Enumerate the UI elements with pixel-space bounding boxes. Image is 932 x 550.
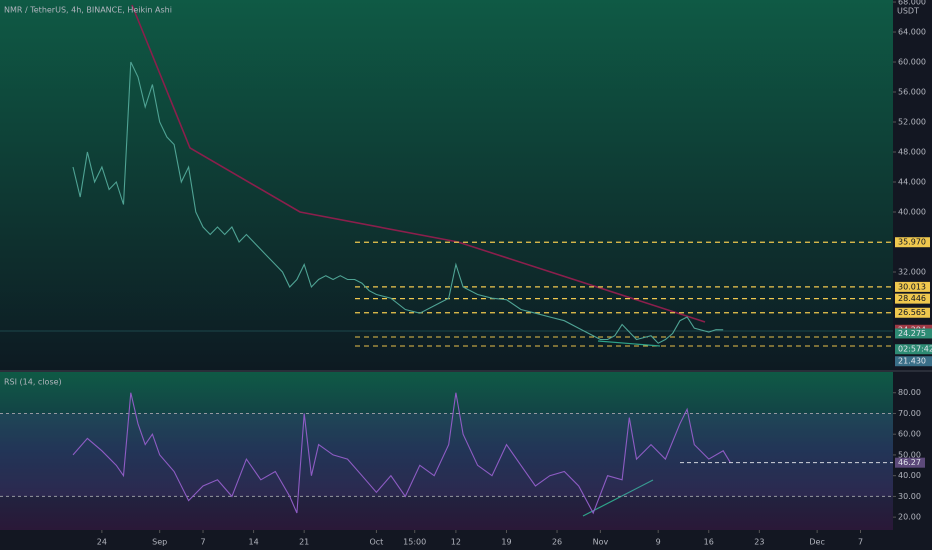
y-tick-label: 30.00 [898, 492, 921, 501]
y-tick-label: 56.000 [898, 88, 926, 97]
price-label-box [895, 328, 932, 339]
rsi-value-label: 46.27 [898, 458, 921, 467]
x-tick-label: Dec [809, 538, 824, 547]
y-tick-label: 68.000 [898, 0, 926, 7]
x-tick-label: 9 [656, 538, 661, 547]
x-tick-label: Nov [593, 538, 609, 547]
y-tick-label: 64.000 [898, 28, 926, 37]
x-tick-label: Oct [369, 538, 383, 547]
x-tick-label: 15:00 [403, 538, 426, 547]
y-tick-label: 44.000 [898, 178, 926, 187]
x-tick-label: 19 [501, 538, 511, 547]
y-tick-label: 80.00 [898, 388, 921, 397]
price-label: 21.430 [898, 357, 926, 366]
level-label-box [895, 293, 930, 304]
level-label: 30.013 [898, 282, 926, 291]
series-line [72, 61, 724, 344]
chart-title: NMR / TetherUS, 4h, BINANCE, Heikin Ashi [4, 6, 172, 15]
x-tick-label: 16 [704, 538, 714, 547]
unit-label: USDT [897, 7, 919, 16]
y-tick-label: 52.000 [898, 118, 926, 127]
level-label-box [895, 237, 930, 248]
x-tick-label: 7 [200, 538, 205, 547]
rsi-pane [0, 372, 893, 530]
level-label: 35.970 [898, 238, 926, 247]
x-tick-label: 12 [451, 538, 461, 547]
y-tick-label: 32.000 [898, 267, 926, 276]
level-label-box [895, 307, 930, 318]
price-label: 24.275 [898, 329, 926, 338]
y-tick-label: 48.000 [898, 148, 926, 157]
rsi-band [0, 413, 893, 497]
y-tick-label: 60.00 [898, 430, 921, 439]
rsi-title: RSI (14, close) [4, 378, 62, 387]
y-tick-label: 70.00 [898, 409, 921, 418]
series-line [72, 392, 731, 515]
y-tick-label: 60.000 [898, 58, 926, 67]
x-tick-label: 26 [552, 538, 562, 547]
x-tick-label: Sep [152, 538, 167, 547]
x-tick-label: 24 [97, 538, 107, 547]
price-label-box [895, 344, 932, 355]
price-label: 02:57:42 [898, 345, 932, 354]
y-tick-label: 50.00 [898, 450, 921, 459]
level-label-box [895, 281, 930, 292]
divergence-line [597, 340, 661, 347]
price-pane [0, 0, 893, 370]
x-tick-label: 23 [754, 538, 764, 547]
y-tick-label: 40.000 [898, 207, 926, 216]
trend-line [131, 4, 706, 323]
x-tick-label: 7 [858, 538, 863, 547]
level-label: 26.565 [898, 308, 926, 317]
rsi-last-box [895, 457, 925, 468]
y-tick-label: 20.00 [898, 513, 921, 522]
y-tick-label: 40.00 [898, 471, 921, 480]
level-label: 28.446 [898, 294, 926, 303]
x-tick-label: 21 [299, 538, 309, 547]
x-tick-label: 14 [249, 538, 259, 547]
price-label-box [895, 356, 932, 367]
